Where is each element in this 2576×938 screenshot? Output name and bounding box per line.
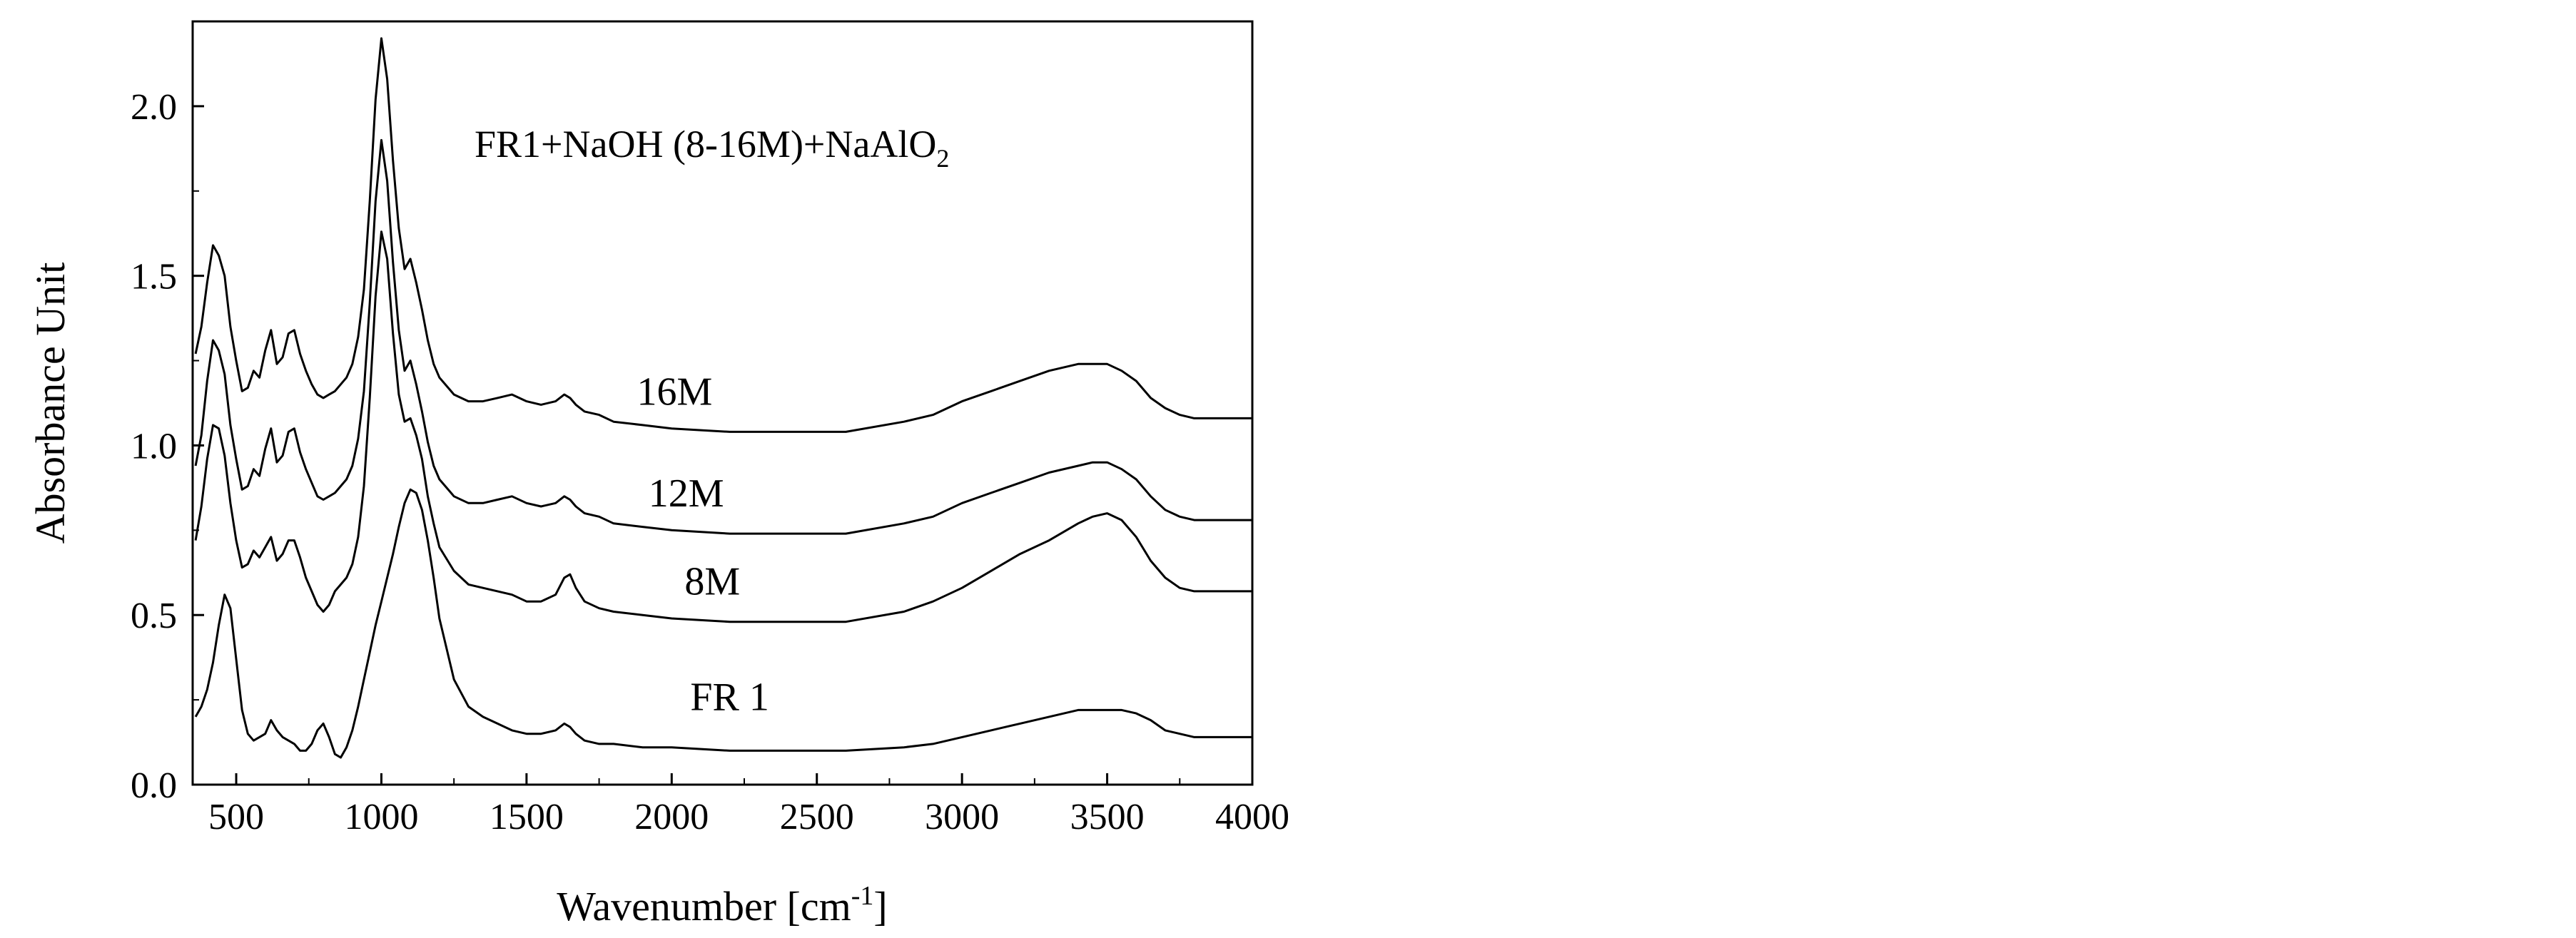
series-label: FR 1 [690, 675, 769, 719]
series-group [194, 37, 1252, 759]
series-line-16m [194, 37, 1252, 433]
series-label: 16M [637, 369, 712, 414]
series-label-group: 16M 12M 8M FR 1 [637, 369, 769, 719]
y-tick-label: 1.5 [131, 257, 177, 297]
annotation-text: FR1+NaOH (8-16M)+NaAlO2 [475, 123, 949, 173]
x-axis-title: Wavenumber [cm-1] [557, 881, 887, 929]
x-tick-label: 2500 [780, 797, 854, 837]
x-tick-label: 1500 [490, 797, 564, 837]
series-label: 8M [684, 560, 740, 604]
y-tick-label: 2.0 [131, 87, 177, 128]
annotation-subscript: 2 [936, 144, 949, 173]
y-axis-title: Absorbance Unit [27, 262, 73, 544]
x-tick-label: 500 [208, 797, 264, 837]
series-label: 12M [649, 471, 724, 516]
x-axis: 500 1000 1500 2000 2500 3000 3500 4000 [208, 773, 1289, 837]
y-axis: 0.0 0.5 1.0 1.5 2.0 [131, 87, 204, 806]
series-line-fr1 [194, 488, 1252, 759]
x-tick-label: 1000 [344, 797, 418, 837]
y-tick-label: 0.0 [131, 765, 177, 806]
x-axis-title-superscript: -1 [851, 881, 874, 911]
y-tick-label: 0.5 [131, 596, 177, 636]
series-line-12m [194, 138, 1252, 535]
y-tick-label: 1.0 [131, 426, 177, 467]
x-tick-label: 3500 [1070, 797, 1145, 837]
x-tick-label: 2000 [634, 797, 709, 837]
series-line-8m [194, 230, 1252, 623]
x-tick-label: 3000 [925, 797, 999, 837]
plot-frame [191, 20, 1254, 786]
x-axis-title-suffix: ] [873, 883, 887, 929]
x-tick-label: 4000 [1215, 797, 1289, 837]
